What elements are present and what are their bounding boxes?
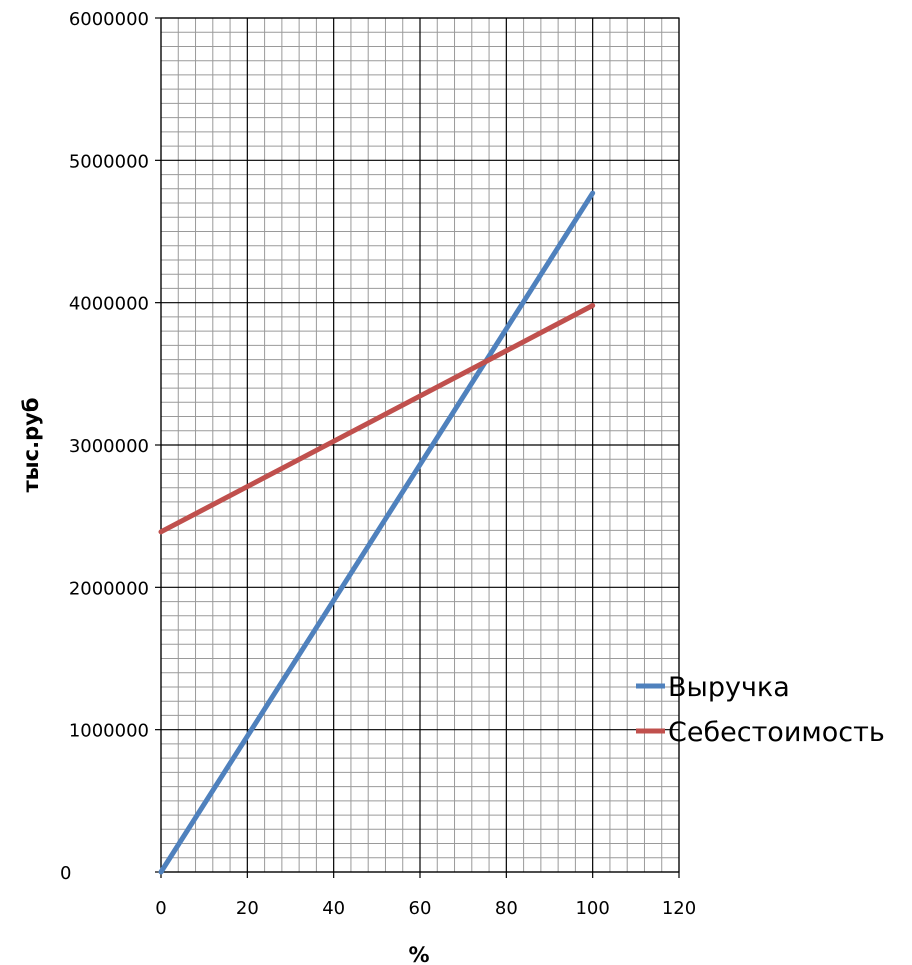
plot-frame xyxy=(160,17,680,873)
legend-label-revenue: Выручка xyxy=(668,672,790,703)
y-tick-label: 1000000 xyxy=(69,721,149,742)
legend: Выручка Себестоимость xyxy=(636,672,885,748)
major-grid xyxy=(155,17,680,878)
y-tick-label: 4000000 xyxy=(69,294,149,315)
series-layer xyxy=(158,190,596,875)
y-tick-label: 0 xyxy=(60,863,71,884)
x-axis-title: % xyxy=(408,943,429,965)
series-line-cost xyxy=(158,303,596,535)
x-tick-label: 20 xyxy=(236,898,259,919)
legend-label-cost: Себестоимость xyxy=(668,717,885,748)
x-tick-label: 80 xyxy=(495,898,518,919)
x-tick-label: 120 xyxy=(662,898,696,919)
y-tick-label: 6000000 xyxy=(69,9,149,30)
y-tick-label: 3000000 xyxy=(69,436,149,457)
x-tick-label: 60 xyxy=(409,898,432,919)
x-tick-label: 100 xyxy=(575,898,609,919)
y-tick-label: 5000000 xyxy=(69,151,149,172)
y-tick-labels: 0 1000000 2000000 3000000 4000000 5000000 6000… xyxy=(60,9,149,884)
x-tick-label: 40 xyxy=(322,898,345,919)
x-tick-label: 0 xyxy=(155,898,166,919)
y-axis-title: тыс.руб xyxy=(19,398,43,493)
y-tick-label: 2000000 xyxy=(69,578,149,599)
x-tick-labels: 0 20 40 60 80 100 120 xyxy=(155,898,696,919)
series-line-revenue xyxy=(158,190,596,875)
